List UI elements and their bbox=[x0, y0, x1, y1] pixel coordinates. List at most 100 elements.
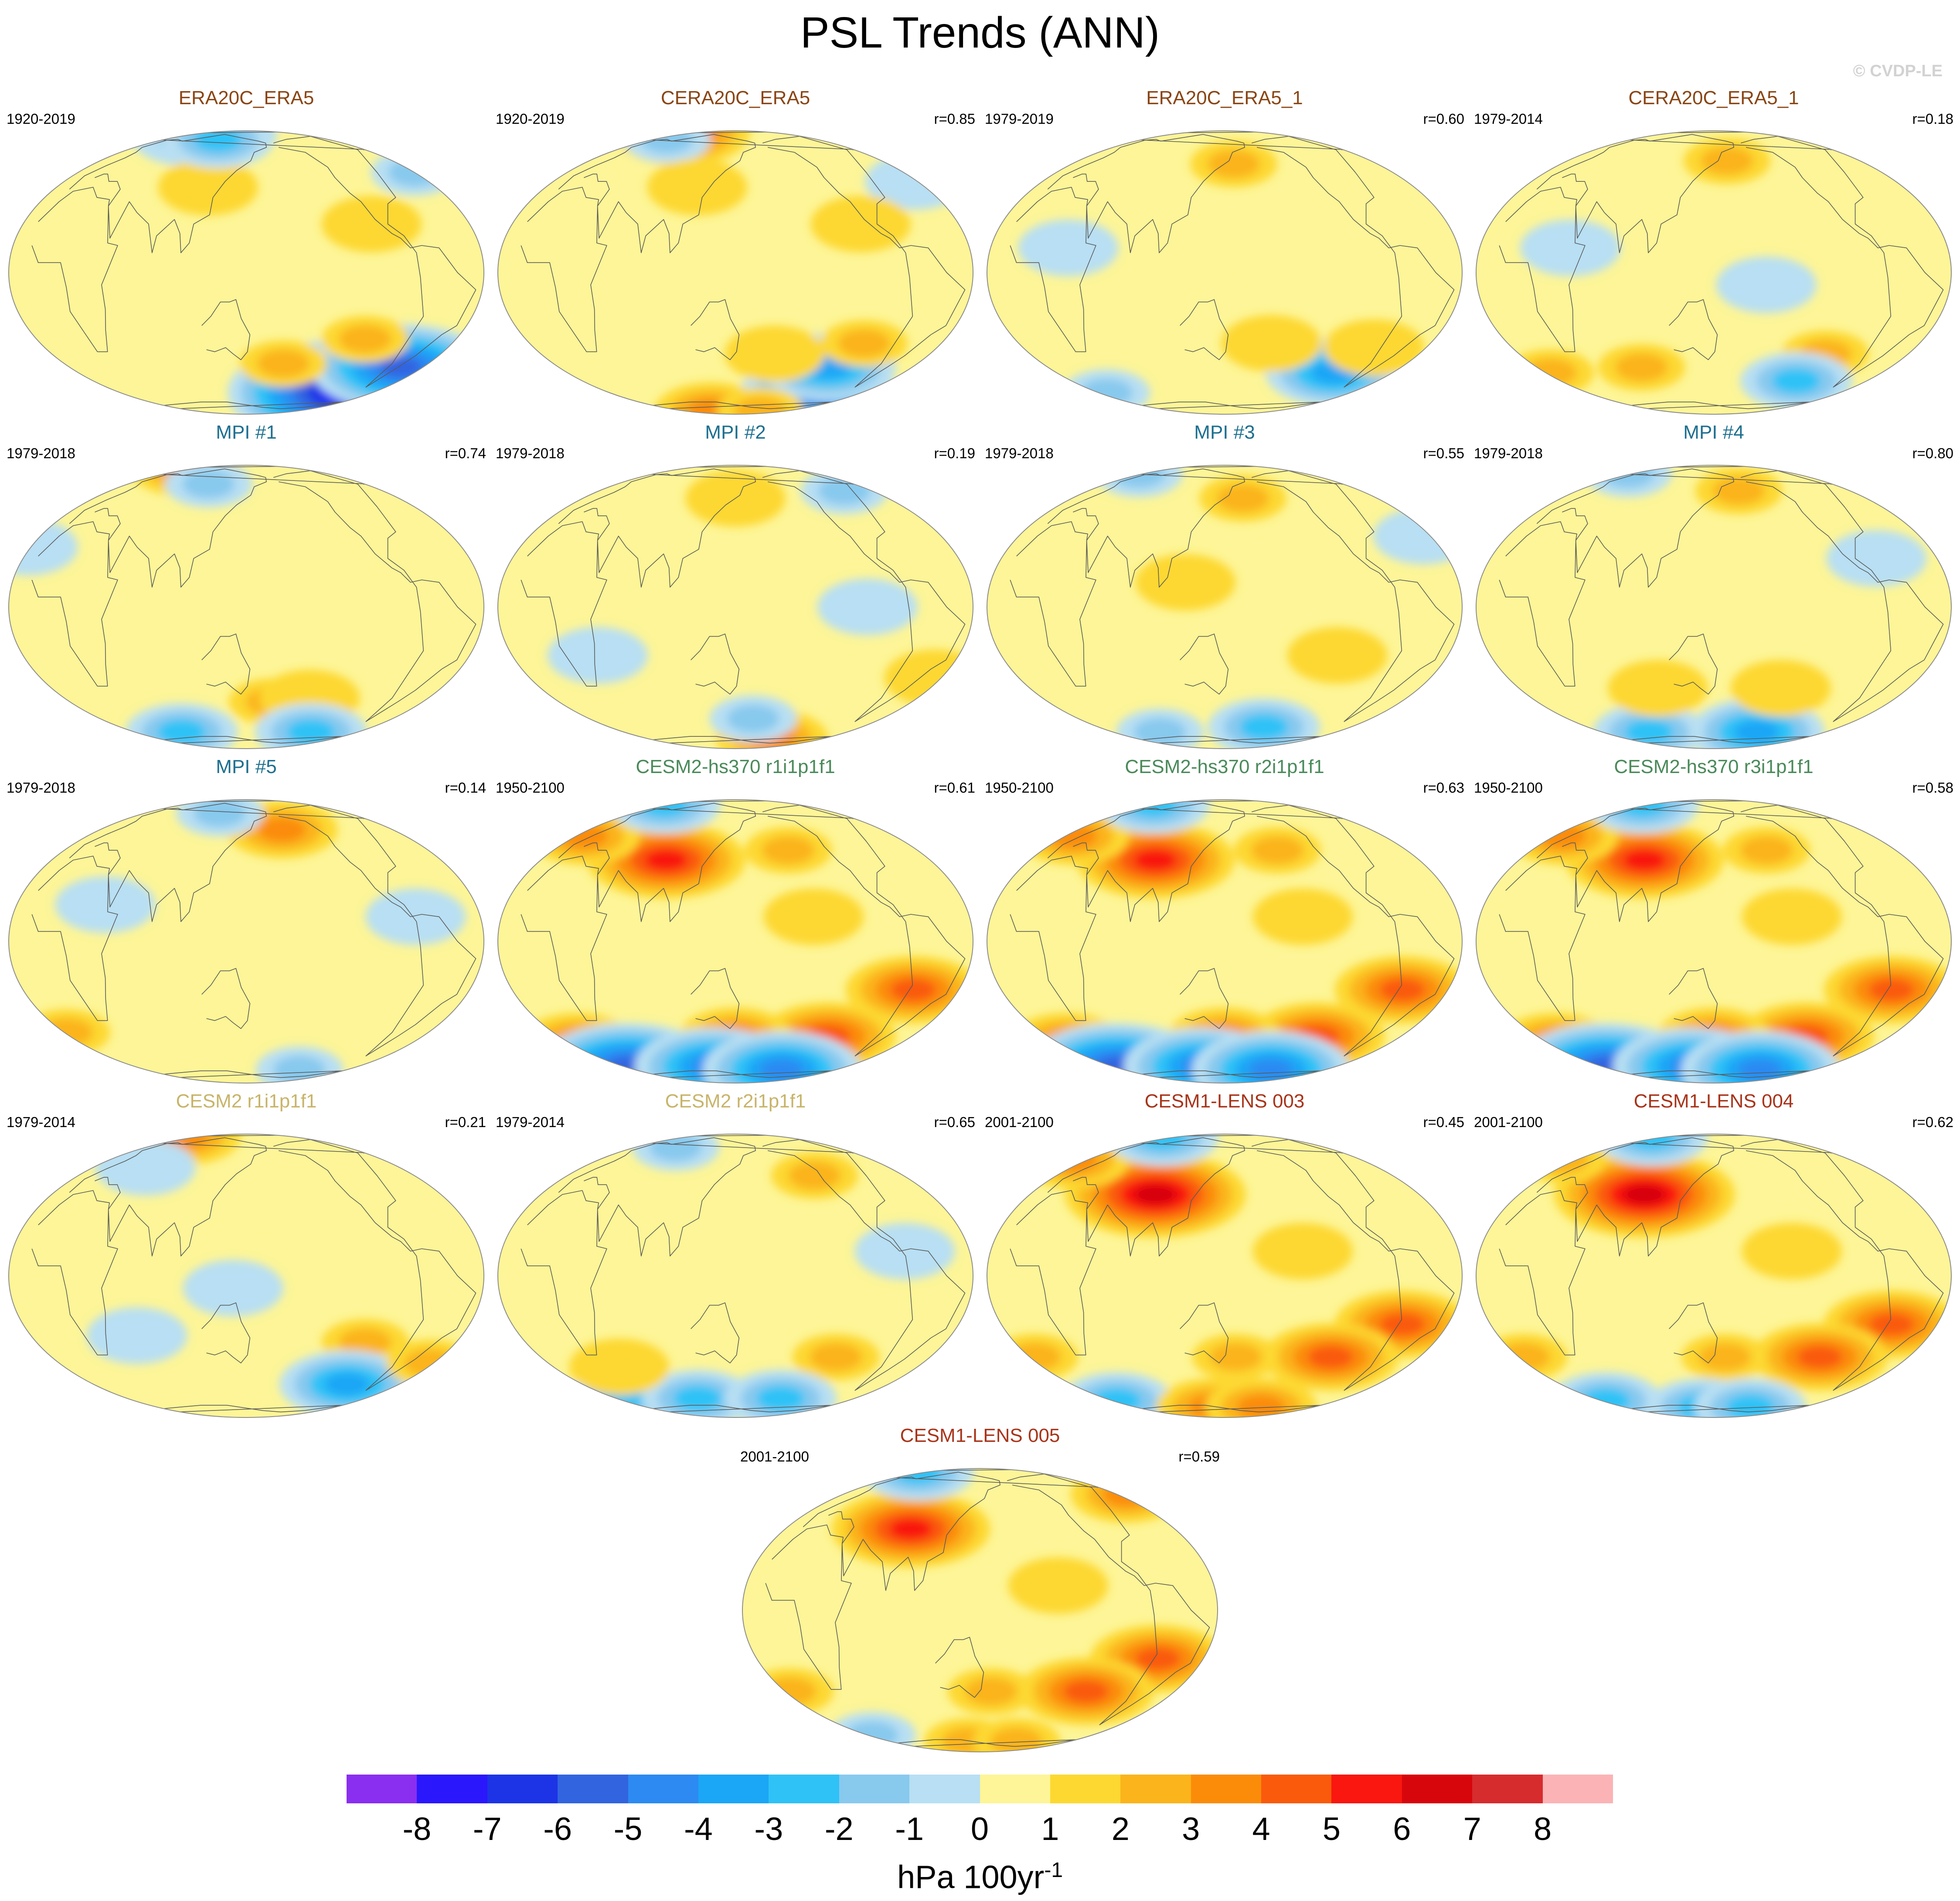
trend-contour bbox=[1018, 219, 1119, 276]
trend-contour bbox=[404, 1349, 456, 1377]
trend-contour bbox=[1520, 219, 1621, 276]
panel-period: 1979-2014 bbox=[1474, 111, 1543, 127]
panel-pattern-correlation: r=0.59 bbox=[1178, 1448, 1220, 1465]
panel-pattern-correlation: r=0.18 bbox=[1912, 111, 1954, 127]
map-outline bbox=[1476, 465, 1952, 749]
trend-contour bbox=[1308, 1346, 1354, 1369]
trend-contour bbox=[1730, 660, 1831, 717]
trend-contour bbox=[1742, 1223, 1842, 1280]
colorbar-tick-label: -8 bbox=[402, 1811, 432, 1847]
trend-contour bbox=[324, 1373, 370, 1396]
trend-contour bbox=[1240, 232, 1341, 289]
colorbar-units-exponent: -1 bbox=[1044, 1859, 1063, 1882]
map-outline bbox=[8, 130, 484, 415]
trend-contour bbox=[1287, 627, 1388, 684]
trend-contour bbox=[157, 719, 206, 745]
colorbar bbox=[347, 1775, 1613, 1803]
colorbar-tick-label: 7 bbox=[1463, 1811, 1481, 1847]
coastline bbox=[558, 134, 756, 253]
coastline bbox=[1010, 1190, 1096, 1356]
coastline bbox=[1499, 855, 1586, 1021]
map-outline bbox=[8, 465, 484, 749]
map-plot bbox=[742, 1468, 1218, 1752]
map-outline bbox=[497, 130, 973, 415]
panel-period: 1979-2019 bbox=[985, 111, 1054, 127]
coastline bbox=[1251, 1139, 1455, 1391]
colorbar-swatch bbox=[1472, 1775, 1543, 1803]
map-plot bbox=[8, 1134, 484, 1418]
trend-contour bbox=[810, 1343, 862, 1371]
colorbar-tick-label: -7 bbox=[473, 1811, 502, 1847]
trend-contour bbox=[560, 824, 608, 848]
trend-contour bbox=[1712, 477, 1765, 505]
coastline bbox=[521, 1190, 607, 1356]
coastline bbox=[1251, 136, 1455, 388]
trend-contour bbox=[1252, 1223, 1353, 1280]
panel-pattern-correlation: r=0.21 bbox=[445, 1114, 487, 1130]
map-outline bbox=[8, 1134, 484, 1418]
coastline bbox=[691, 299, 740, 360]
map-panel: CERA20C_ERA5_1 1979-2014 r=0.18 bbox=[1474, 85, 1953, 416]
trend-contour bbox=[1133, 849, 1177, 871]
coastline bbox=[69, 468, 267, 588]
colorbar-swatch bbox=[1050, 1775, 1121, 1803]
trend-contour bbox=[1123, 1134, 1203, 1158]
trend-contour bbox=[1612, 1134, 1692, 1158]
trend-contour bbox=[1251, 836, 1304, 865]
colorbar-tick-label: 4 bbox=[1252, 1811, 1270, 1847]
coastline bbox=[1007, 1473, 1210, 1725]
coastline bbox=[273, 804, 476, 1056]
coastline bbox=[69, 803, 267, 922]
trend-contour bbox=[1130, 800, 1178, 817]
trend-contour bbox=[1497, 1343, 1550, 1371]
colorbar-swatch bbox=[417, 1775, 487, 1803]
colorbar-tick-label: -4 bbox=[684, 1811, 713, 1847]
coastline bbox=[1499, 187, 1586, 352]
coastline bbox=[762, 804, 966, 1056]
panel-period: 1979-2018 bbox=[1474, 445, 1543, 461]
trend-contour bbox=[1869, 1313, 1914, 1336]
panel-period: 1979-2014 bbox=[7, 1114, 75, 1130]
panel-period: 1979-2018 bbox=[7, 780, 75, 796]
trend-contour bbox=[1380, 978, 1425, 1002]
coastline bbox=[1740, 136, 1944, 388]
map-panel: CERA20C_ERA5 1920-2019 r=0.85 bbox=[496, 85, 975, 416]
trend-contour bbox=[763, 888, 864, 945]
colorbar-tick-label: -6 bbox=[543, 1811, 572, 1847]
trend-contour bbox=[1538, 824, 1586, 848]
colorbar-swatch bbox=[1261, 1775, 1332, 1803]
colorbar-tick-label: -5 bbox=[613, 1811, 643, 1847]
trend-contour bbox=[1869, 978, 1914, 1002]
trend-contour bbox=[1086, 1473, 1167, 1515]
coastline bbox=[762, 1139, 966, 1391]
colorbar-swatch bbox=[1120, 1775, 1191, 1803]
map-plot bbox=[497, 465, 973, 749]
map-panel: CESM2-hs370 r3i1p1f1 1950-2100 r=0.58 bbox=[1474, 754, 1953, 1085]
coastline bbox=[31, 521, 118, 687]
colorbar-swatch bbox=[628, 1775, 698, 1803]
map-outline bbox=[1476, 130, 1952, 415]
coastline bbox=[765, 1524, 852, 1690]
panel-period: 1979-2014 bbox=[496, 1114, 565, 1130]
trend-contour bbox=[1619, 800, 1667, 817]
map-plot bbox=[8, 465, 484, 749]
panel-pattern-correlation: r=0.85 bbox=[934, 111, 976, 127]
map-panel: MPI #4 1979-2018 r=0.80 bbox=[1474, 419, 1953, 751]
trend-contour bbox=[1742, 888, 1842, 945]
coastline bbox=[762, 136, 966, 388]
trend-contour bbox=[1008, 1557, 1109, 1614]
trend-contour bbox=[1135, 1647, 1181, 1670]
colorbar-swatch bbox=[487, 1775, 558, 1803]
coastline bbox=[1740, 1139, 1944, 1391]
map-plot bbox=[1476, 1134, 1952, 1418]
coastline bbox=[803, 1472, 1000, 1591]
panel-title: CESM2-hs370 r1i1p1f1 bbox=[636, 756, 835, 777]
panel-pattern-correlation: r=0.61 bbox=[934, 780, 976, 796]
trend-contour bbox=[1008, 1343, 1061, 1371]
trend-contour bbox=[878, 1468, 958, 1492]
colorbar-swatch bbox=[1331, 1775, 1402, 1803]
colorbar-swatch bbox=[1191, 1775, 1262, 1803]
panel-pattern-correlation: r=0.60 bbox=[1423, 111, 1465, 127]
coastline bbox=[31, 1190, 118, 1356]
trend-contour bbox=[1102, 1482, 1151, 1507]
